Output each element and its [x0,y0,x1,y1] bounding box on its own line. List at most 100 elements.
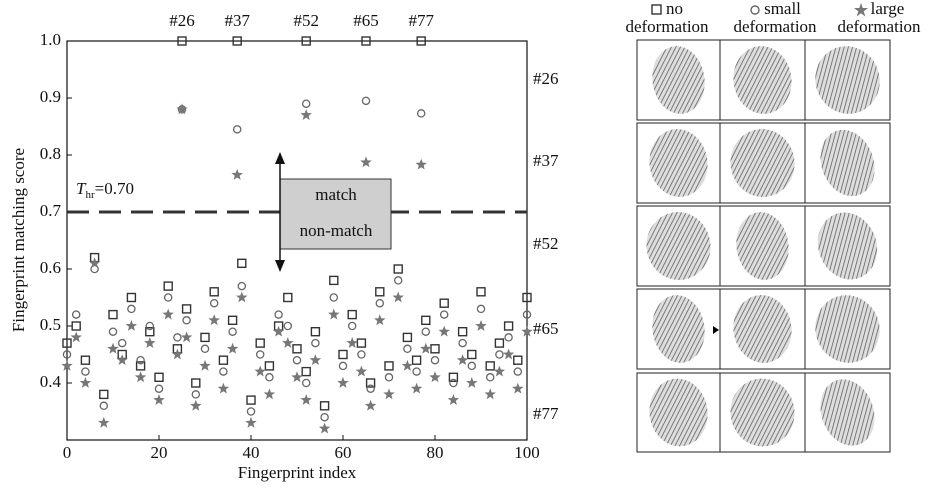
point [134,371,147,383]
point [328,308,340,320]
point [361,36,371,46]
point [403,344,412,354]
point [402,332,413,343]
x-tick-label: 20 [151,443,168,462]
threshold-label: Thr=0.70 [76,179,134,201]
x-tick-label: 60 [335,443,352,462]
point [485,373,495,382]
x-tick-label: 80 [427,443,444,462]
pointer [713,326,719,334]
point [338,361,348,371]
point [416,36,426,46]
point [144,337,156,348]
fingerprint [649,378,708,447]
point [456,354,469,366]
point [70,331,82,343]
fingerprint [815,295,880,363]
point [236,291,248,303]
point [415,158,427,170]
point [309,354,322,366]
point [484,388,496,400]
point [99,401,109,411]
point [246,395,256,405]
point [291,371,303,383]
point [375,298,385,308]
point [412,367,421,376]
point [209,298,219,308]
point [292,355,302,365]
point [265,373,274,382]
fingerprint [730,129,795,197]
point [493,365,506,377]
point [449,378,458,388]
point [416,109,426,118]
fingerprint [733,46,792,114]
point [311,338,320,348]
threshold-symbol: T [76,179,87,198]
point [246,407,256,416]
point [384,361,394,371]
point [153,394,165,405]
point [231,168,243,180]
point [191,390,201,399]
point [232,36,242,46]
point [79,377,92,388]
y-tick-label: 0.5 [40,315,61,334]
point [81,367,90,376]
point [180,331,193,343]
point [145,321,155,331]
x-tick-label: 40 [243,443,260,462]
point [200,344,210,354]
point [301,378,311,388]
region-label: non-match [300,221,373,240]
point [154,372,164,382]
point [438,325,450,337]
point [310,327,321,337]
point [125,320,138,331]
arrow-head [275,260,285,272]
point [360,156,372,168]
point [300,109,312,120]
y-tick-label: 1.0 [40,30,61,49]
row-label: #52 [533,234,559,253]
point [301,99,311,108]
fingerprint [820,379,875,446]
point [401,359,414,371]
point [163,293,173,302]
point [98,416,110,428]
point [232,125,242,134]
point [274,310,283,319]
fingerprint [649,129,708,197]
row-label: #26 [533,69,559,88]
point [522,292,532,303]
legend-label: small deformation [733,0,817,36]
fingerprint [733,295,792,363]
point [383,388,395,400]
threshold-value: =0.70 [95,179,134,198]
point [282,337,294,348]
y-tick-label: 0.8 [40,144,61,163]
point [365,378,376,388]
legend-entry: large deformation [820,0,938,36]
point [318,422,331,434]
point [329,293,339,302]
y-axis-label: Fingerprint matching score [9,148,28,332]
point [108,309,118,320]
point [181,304,192,314]
point [300,394,312,405]
point [467,361,477,371]
plot-frame [66,40,528,441]
point [410,382,423,394]
point [329,275,339,286]
point [217,382,230,394]
point [393,276,403,285]
fingerprint [817,212,878,280]
point [154,384,164,393]
point [199,359,211,371]
point [99,389,109,400]
point [255,338,265,348]
point [227,315,238,325]
arrow-head [275,152,285,164]
point [522,310,532,319]
point [503,321,514,331]
